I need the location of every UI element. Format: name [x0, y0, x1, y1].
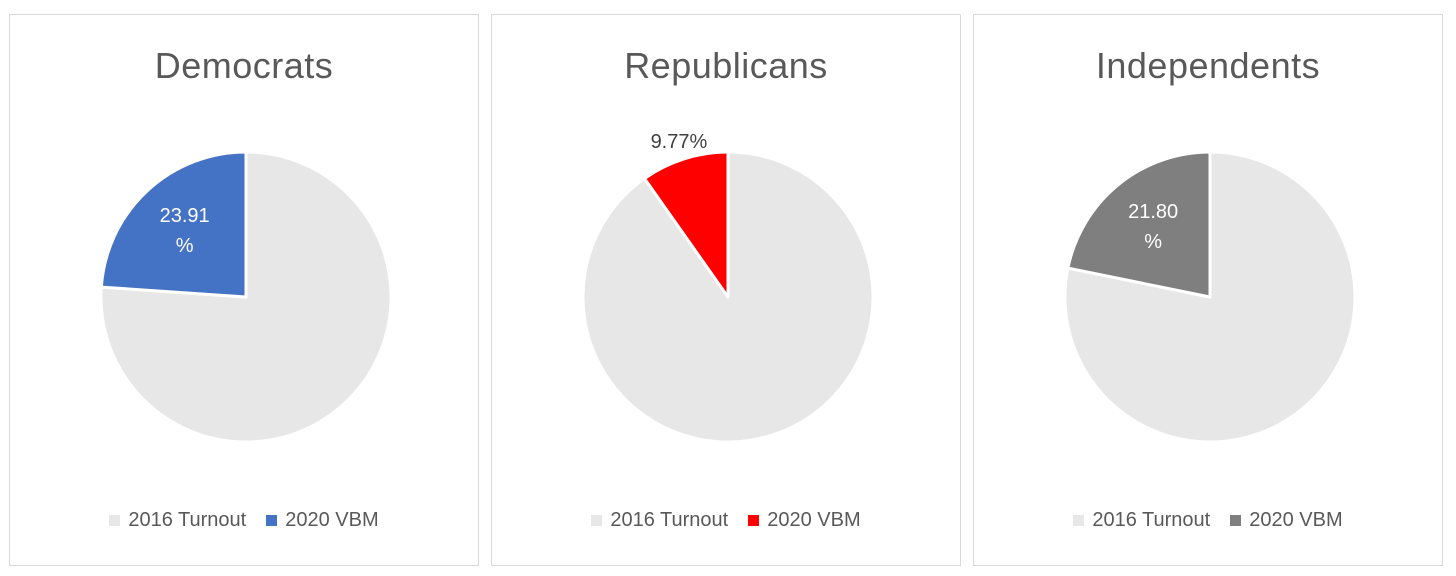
legend-item-2016-turnout: 2016 Turnout — [1073, 509, 1210, 532]
vbm-data-label-value: 23.91 — [159, 205, 210, 228]
legend-label-2020-vbm: 2020 VBM — [285, 509, 379, 531]
legend-label-2016-turnout: 2016 Turnout — [1092, 509, 1211, 531]
vbm-data-label-unit: % — [1144, 231, 1163, 254]
pie-slice-2020-vbm — [1066, 150, 1212, 299]
vbm-data-label-value: 21.80 — [1128, 201, 1179, 224]
pie-slice-2016-turnout — [581, 150, 875, 444]
vbm-data-label-value: 9.77% — [650, 131, 708, 154]
legend-label-2016-turnout: 2016 Turnout — [610, 509, 729, 531]
pie-chart-democrats — [99, 150, 393, 444]
legend: 2016 Turnout 2020 VBM — [10, 509, 478, 532]
legend: 2016 Turnout 2020 VBM — [974, 509, 1442, 532]
pie-chart-independents — [1063, 150, 1357, 444]
chart-panel-democrats: Democrats 23.91 % 2016 Turnout 2020 VBM — [9, 14, 479, 566]
legend-swatch-2016-turnout — [1073, 515, 1085, 526]
pie-slice-2016-turnout — [1063, 150, 1357, 444]
legend-item-2020-vbm: 2020 VBM — [1230, 509, 1343, 532]
chart-panel-independents: Independents 21.80 % 2016 Turnout 2020 V… — [973, 14, 1443, 566]
legend-swatch-2020-vbm — [748, 515, 760, 526]
vbm-data-label: 9.77% — [651, 127, 708, 157]
legend-label-2020-vbm: 2020 VBM — [767, 509, 861, 531]
pie-slice-2020-vbm — [642, 150, 730, 299]
legend-swatch-2016-turnout — [591, 515, 603, 526]
legend-item-2016-turnout: 2016 Turnout — [591, 509, 728, 532]
vbm-data-label: 23.91 % — [160, 201, 210, 261]
legend-item-2020-vbm: 2020 VBM — [266, 509, 379, 532]
chart-title: Democrats — [154, 45, 334, 86]
vbm-data-label: 21.80 % — [1128, 197, 1178, 257]
legend-item-2016-turnout: 2016 Turnout — [109, 509, 246, 532]
chart-title: Independents — [1095, 45, 1321, 86]
chart-title: Republicans — [624, 45, 828, 86]
legend-label-2020-vbm: 2020 VBM — [1249, 509, 1343, 531]
legend-swatch-2020-vbm — [266, 515, 278, 526]
pie-slice-2020-vbm — [99, 150, 248, 299]
pie-chart-republicans — [581, 150, 875, 444]
legend: 2016 Turnout 2020 VBM — [492, 509, 960, 532]
vbm-data-label-unit: % — [175, 235, 194, 258]
legend-label-2016-turnout: 2016 Turnout — [128, 509, 247, 531]
legend-item-2020-vbm: 2020 VBM — [748, 509, 861, 532]
legend-swatch-2020-vbm — [1230, 515, 1242, 526]
chart-panel-republicans: Republicans 9.77% 2016 Turnout 2020 VBM — [491, 14, 961, 566]
legend-swatch-2016-turnout — [109, 515, 121, 526]
